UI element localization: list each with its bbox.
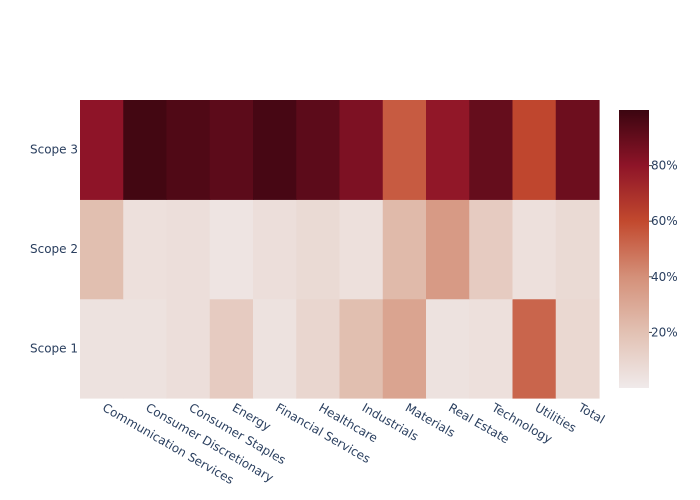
heatmap-cells [80, 100, 600, 399]
heatmap-cell [512, 100, 557, 200]
colorbar: 20% 40% 60% 80% [619, 110, 678, 388]
heatmap-cell [469, 298, 514, 399]
heatmap-cell [209, 100, 254, 200]
heatmap-cell [253, 199, 297, 300]
y-axis-ticks: Scope 1 Scope 2 Scope 3 [30, 143, 78, 356]
heatmap-cell [80, 199, 124, 300]
colorbar-tick-label: 40% [651, 270, 678, 284]
heatmap-cell [512, 199, 557, 300]
heatmap-cell [555, 298, 600, 399]
heatmap-cell [166, 100, 211, 200]
heatmap-cell [555, 199, 600, 300]
heatmap-cell [123, 100, 168, 200]
heatmap-cell [339, 100, 384, 200]
heatmap-cell [382, 298, 427, 399]
colorbar-tick-label: 20% [651, 325, 678, 339]
heatmap-cell [426, 298, 470, 399]
heatmap-cell [426, 199, 470, 300]
heatmap-cell [512, 298, 557, 399]
heatmap-cell [469, 100, 514, 200]
heatmap-cell [296, 199, 341, 300]
y-tick-label: Scope 3 [30, 143, 78, 157]
heatmap-cell [469, 199, 514, 300]
heatmap-cell [339, 199, 384, 300]
heatmap-cell [123, 199, 168, 300]
heatmap-cell [166, 298, 211, 399]
colorbar-tick-label: 80% [651, 159, 678, 173]
heatmap-cell [166, 199, 211, 300]
heatmap-cell [253, 100, 297, 200]
heatmap-cell [382, 100, 427, 200]
heatmap-cell [382, 199, 427, 300]
y-tick-label: Scope 2 [30, 242, 78, 256]
heatmap-cell [123, 298, 168, 399]
heatmap-cell [296, 100, 341, 200]
heatmap-cell [426, 100, 470, 200]
heatmap-cell [209, 199, 254, 300]
y-tick-label: Scope 1 [30, 341, 78, 355]
heatmap-cell [296, 298, 341, 399]
heatmap-cell [555, 100, 600, 200]
heatmap-cell [80, 298, 124, 399]
x-tick-label: Total [575, 400, 607, 427]
heatmap-cell [339, 298, 384, 399]
heatmap-cell [209, 298, 254, 399]
colorbar-gradient [619, 110, 649, 388]
heatmap-cell [253, 298, 297, 399]
colorbar-tick-label: 60% [651, 214, 678, 228]
heatmap-cell [80, 100, 124, 200]
